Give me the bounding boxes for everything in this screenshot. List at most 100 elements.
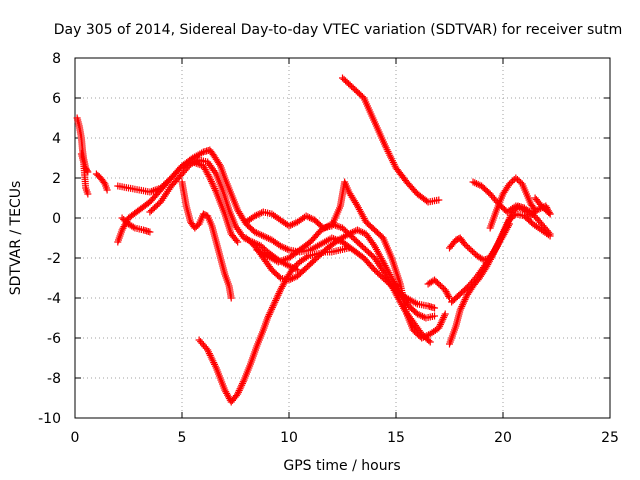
data-point	[465, 245, 473, 252]
data-point	[512, 202, 520, 210]
x-tick-label: 5	[178, 430, 187, 446]
data-point	[350, 228, 358, 236]
data-point	[252, 211, 260, 219]
x-tick-labels: 0 5 10 15 20 25	[71, 430, 619, 446]
y-tick-label: 4	[52, 131, 61, 147]
y-tick-label: 2	[52, 171, 61, 187]
y-tick-label: 6	[52, 91, 61, 107]
data-point	[464, 243, 472, 251]
y-tick-label: -6	[47, 331, 61, 347]
data-point	[103, 186, 111, 194]
series-arc-13	[339, 74, 443, 206]
x-tick-label: 20	[494, 430, 512, 446]
data-point	[426, 338, 434, 346]
data-point	[443, 289, 451, 297]
data-point	[118, 214, 126, 222]
x-axis-label: GPS time / hours	[283, 458, 400, 474]
data-point	[445, 292, 453, 300]
data-point	[302, 212, 310, 220]
series-arc-5	[114, 158, 242, 246]
series-arc-14	[424, 276, 453, 302]
series-arc-15	[446, 202, 554, 348]
data-point	[307, 214, 315, 222]
data-point	[256, 230, 264, 238]
data-point	[215, 160, 223, 168]
x-tick-label: 25	[601, 430, 619, 446]
y-tick-label: -10	[38, 411, 61, 427]
data-point	[505, 222, 513, 230]
data-point	[520, 206, 528, 214]
data-point	[359, 228, 367, 236]
data-point	[227, 294, 235, 302]
data-point	[515, 177, 523, 185]
data-point	[276, 242, 284, 250]
data-point	[304, 213, 312, 221]
y-tick-labels: -10 -8 -6 -4 -2 0 2 4 6 8	[38, 51, 61, 427]
data-point	[254, 210, 262, 218]
data-point	[146, 228, 154, 236]
data-point	[278, 243, 286, 251]
data-point	[285, 222, 293, 230]
data-point	[471, 179, 479, 187]
y-tick-label: -8	[47, 371, 61, 387]
data-point	[530, 205, 538, 212]
data-point	[435, 196, 443, 204]
data-point	[121, 217, 129, 225]
data-point	[188, 159, 196, 167]
data-point	[288, 220, 296, 228]
y-tick-label: 0	[52, 211, 61, 227]
data-point	[544, 231, 552, 239]
data-point	[415, 311, 423, 319]
data-point	[282, 244, 290, 252]
series-arc-8	[178, 178, 235, 302]
data-point	[467, 246, 475, 254]
x-tick-label: 0	[71, 430, 80, 446]
data-point	[527, 212, 535, 220]
data-point	[261, 233, 269, 241]
data-point	[425, 337, 433, 345]
series-arc-20	[531, 194, 554, 218]
data-point	[435, 280, 443, 288]
data-point	[254, 230, 262, 238]
data-point	[263, 234, 271, 242]
y-axis-label: SDTVAR / TECUs	[8, 181, 24, 296]
data-points	[73, 74, 554, 406]
data-point	[251, 212, 259, 220]
data-point	[546, 232, 554, 240]
data-point	[291, 263, 299, 270]
data-point	[505, 180, 513, 188]
series-arc-4	[114, 146, 439, 312]
data-point	[211, 168, 219, 176]
series-arc-17	[448, 220, 513, 306]
data-point	[232, 236, 240, 244]
data-point	[234, 238, 242, 246]
data-point	[258, 231, 266, 239]
y-tick-label: -4	[47, 291, 61, 307]
data-point	[514, 203, 522, 211]
data-point	[417, 312, 425, 320]
data-point	[290, 220, 298, 228]
data-point	[545, 209, 553, 217]
data-point	[528, 211, 536, 218]
data-point	[472, 180, 480, 188]
data-point	[512, 174, 520, 182]
data-point	[460, 240, 468, 248]
data-point	[515, 204, 523, 212]
data-point	[522, 208, 530, 215]
chart-title: Day 305 of 2014, Sidereal Day-to-day VTE…	[54, 22, 623, 38]
series-arc-12	[253, 220, 434, 346]
data-point	[345, 244, 353, 252]
data-point	[419, 312, 427, 320]
data-point	[306, 214, 314, 222]
y-tick-label: 8	[52, 51, 61, 67]
series-arc-3	[92, 170, 111, 194]
data-point	[192, 158, 200, 166]
data-point	[507, 215, 515, 222]
data-point	[120, 216, 128, 223]
data-point	[431, 312, 439, 320]
data-point	[505, 220, 513, 228]
data-point	[252, 229, 260, 237]
data-point	[510, 212, 518, 219]
data-point	[357, 228, 365, 236]
data-point	[303, 253, 311, 261]
